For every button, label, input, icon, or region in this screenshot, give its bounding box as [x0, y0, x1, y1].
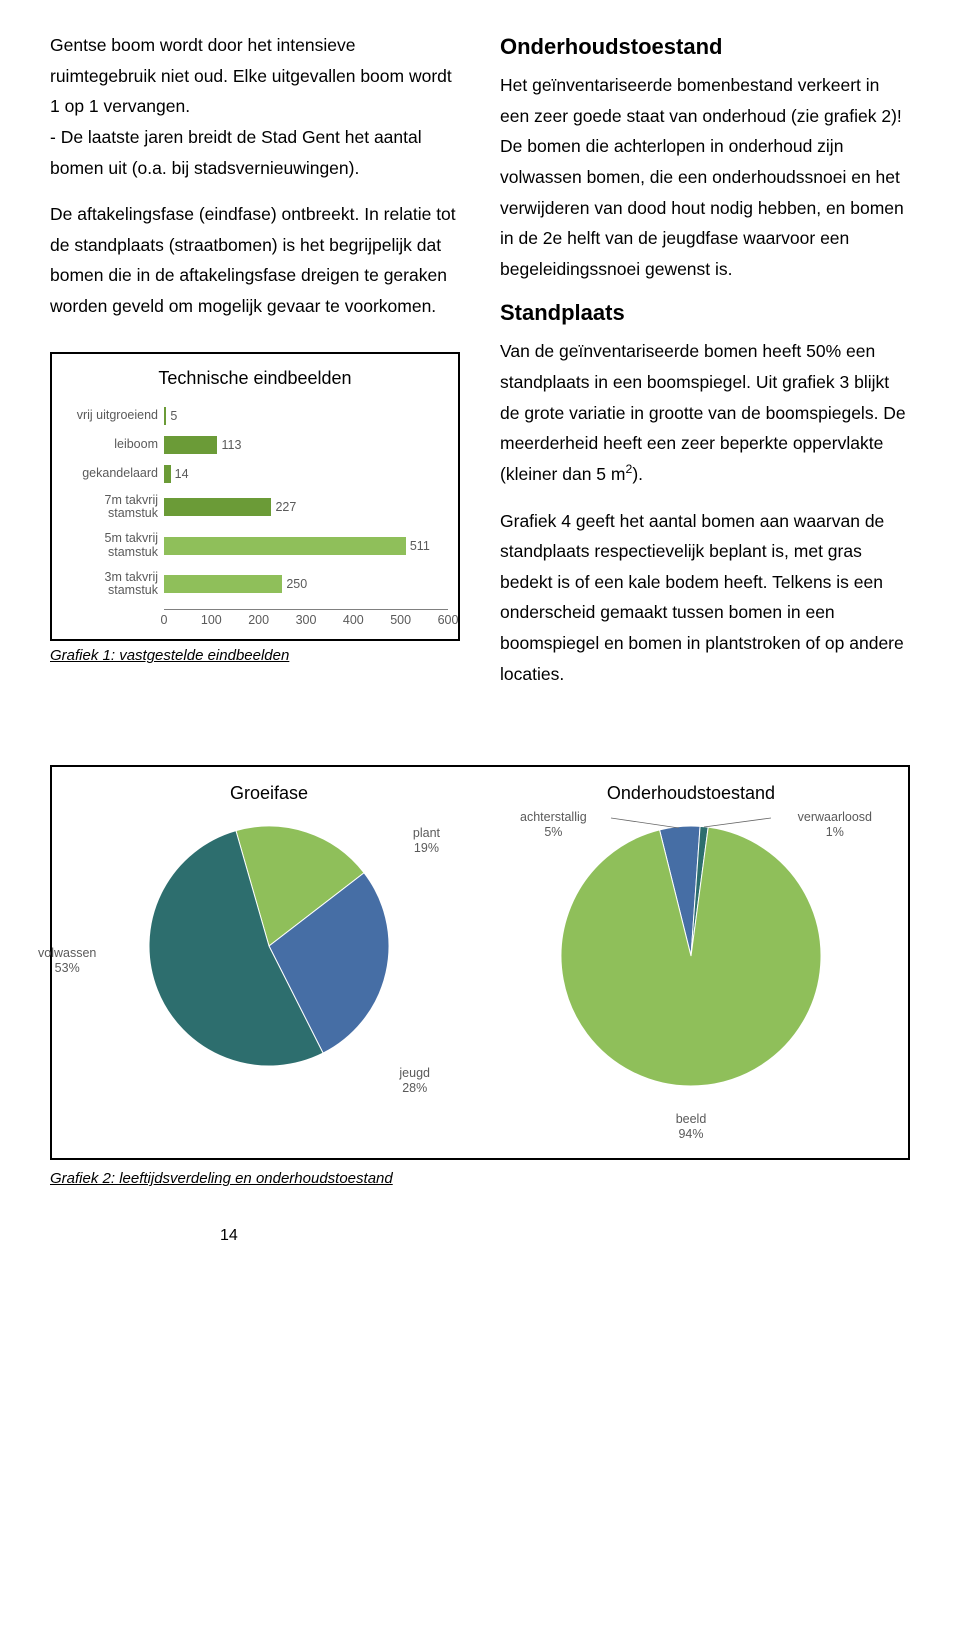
x-axis-tick: 100: [201, 613, 222, 627]
bar-row: leiboom 113: [62, 436, 448, 454]
pie-chart-groeifase: [139, 816, 399, 1076]
bar-fill: [164, 436, 217, 454]
pie-title-groeifase: Groeifase: [68, 783, 470, 804]
heading-standplaats: Standplaats: [500, 300, 910, 326]
bar-category-label: gekandelaard: [62, 467, 164, 481]
heading-onderhoudstoestand: Onderhoudstoestand: [500, 34, 910, 60]
bar-value-label: 113: [217, 436, 241, 454]
x-axis-tick: 400: [343, 613, 364, 627]
x-axis-tick: 600: [438, 613, 459, 627]
bar-row: vrij uitgroeiend5: [62, 407, 448, 425]
two-column-layout: Gentse boom wordt door het intensieve ru…: [50, 30, 910, 705]
pie-panel-onderhoud: Onderhoudstoestand achterstallig5% verwa…: [490, 783, 892, 1136]
para-left-2: De aftakelingsfase (eindfase) ontbreekt.…: [50, 199, 460, 322]
para-left-1: Gentse boom wordt door het intensieve ru…: [50, 30, 460, 183]
pie-label-achterstallig: achterstallig5%: [520, 810, 587, 840]
pie-charts-box: Groeifase plant19% jeugd28% volwassen53%…: [50, 765, 910, 1160]
bar-track: 113: [164, 436, 448, 454]
pie-title-onderhoud: Onderhoudstoestand: [490, 783, 892, 804]
text: - De laatste jaren breidt de Stad Gent h…: [50, 127, 422, 178]
para-onderhoud: Het geïnventariseerde bomenbestand verke…: [500, 70, 910, 284]
bar-track: 5: [164, 407, 448, 425]
bar-value-label: 5: [166, 407, 177, 425]
bar-fill: [164, 498, 271, 516]
pie-label-beeld: beeld94%: [676, 1112, 707, 1142]
bar-value-label: 227: [271, 498, 296, 516]
text: Van de geïnventariseerde bomen heeft 50%…: [500, 341, 906, 484]
x-axis-tick: 300: [296, 613, 317, 627]
bar-row: 7m takvrij stamstuk 227: [62, 494, 448, 522]
text: Gentse boom wordt door het intensieve ru…: [50, 35, 452, 116]
page-number: 14: [220, 1227, 910, 1245]
bar-category-label: 7m takvrij stamstuk: [62, 494, 164, 522]
pie-caption: Grafiek 2: leeftijdsverdeling en onderho…: [50, 1170, 910, 1187]
bar-chart-rows: vrij uitgroeiend5leiboom113gekandelaard1…: [62, 407, 448, 599]
pie-label-jeugd: jeugd28%: [399, 1066, 430, 1096]
bar-row: gekandelaard 14: [62, 465, 448, 483]
bar-chart-caption: Grafiek 1: vastgestelde eindbeelden: [50, 647, 460, 664]
pie-leader-line: [611, 818, 679, 828]
bar-category-label: leiboom: [62, 438, 164, 452]
bar-value-label: 511: [406, 537, 430, 555]
bar-chart-x-axis: 0100200300400500600: [164, 609, 448, 629]
pie-label-plant: plant19%: [413, 826, 440, 856]
pie-chart-onderhoud: [551, 816, 831, 1096]
bar-track: 14: [164, 465, 448, 483]
x-axis-tick: 200: [248, 613, 269, 627]
pie-label-volwassen: volwassen53%: [38, 946, 96, 976]
text: ).: [632, 464, 643, 484]
right-column: Onderhoudstoestand Het geïnventariseerde…: [500, 30, 910, 705]
bar-track: 227: [164, 498, 448, 516]
bar-row: 3m takvrij stamstuk 250: [62, 571, 448, 599]
x-axis-tick: 500: [390, 613, 411, 627]
x-axis-tick: 0: [161, 613, 168, 627]
para-standplaats-1: Van de geïnventariseerde bomen heeft 50%…: [500, 336, 910, 489]
bar-value-label: 14: [171, 465, 189, 483]
bar-track: 511: [164, 537, 448, 555]
bar-row: 5m takvrij stamstuk 511: [62, 532, 448, 560]
bar-category-label: 5m takvrij stamstuk: [62, 532, 164, 560]
bar-chart-box: Technische eindbeelden vrij uitgroeiend5…: [50, 352, 460, 642]
bar-track: 250: [164, 575, 448, 593]
bar-chart-title: Technische eindbeelden: [62, 368, 448, 389]
pie-leader-line: [704, 818, 771, 827]
pie-label-verwaarloosd: verwaarloosd1%: [798, 810, 872, 840]
para-standplaats-2: Grafiek 4 geeft het aantal bomen aan waa…: [500, 506, 910, 690]
pie-panel-groeifase: Groeifase plant19% jeugd28% volwassen53%: [68, 783, 470, 1136]
bar-category-label: vrij uitgroeiend: [62, 409, 164, 423]
left-column: Gentse boom wordt door het intensieve ru…: [50, 30, 460, 705]
bar-category-label: 3m takvrij stamstuk: [62, 571, 164, 599]
bar-fill: [164, 537, 406, 555]
bar-fill: [164, 575, 282, 593]
bar-value-label: 250: [282, 575, 307, 593]
bar-fill: [164, 465, 171, 483]
